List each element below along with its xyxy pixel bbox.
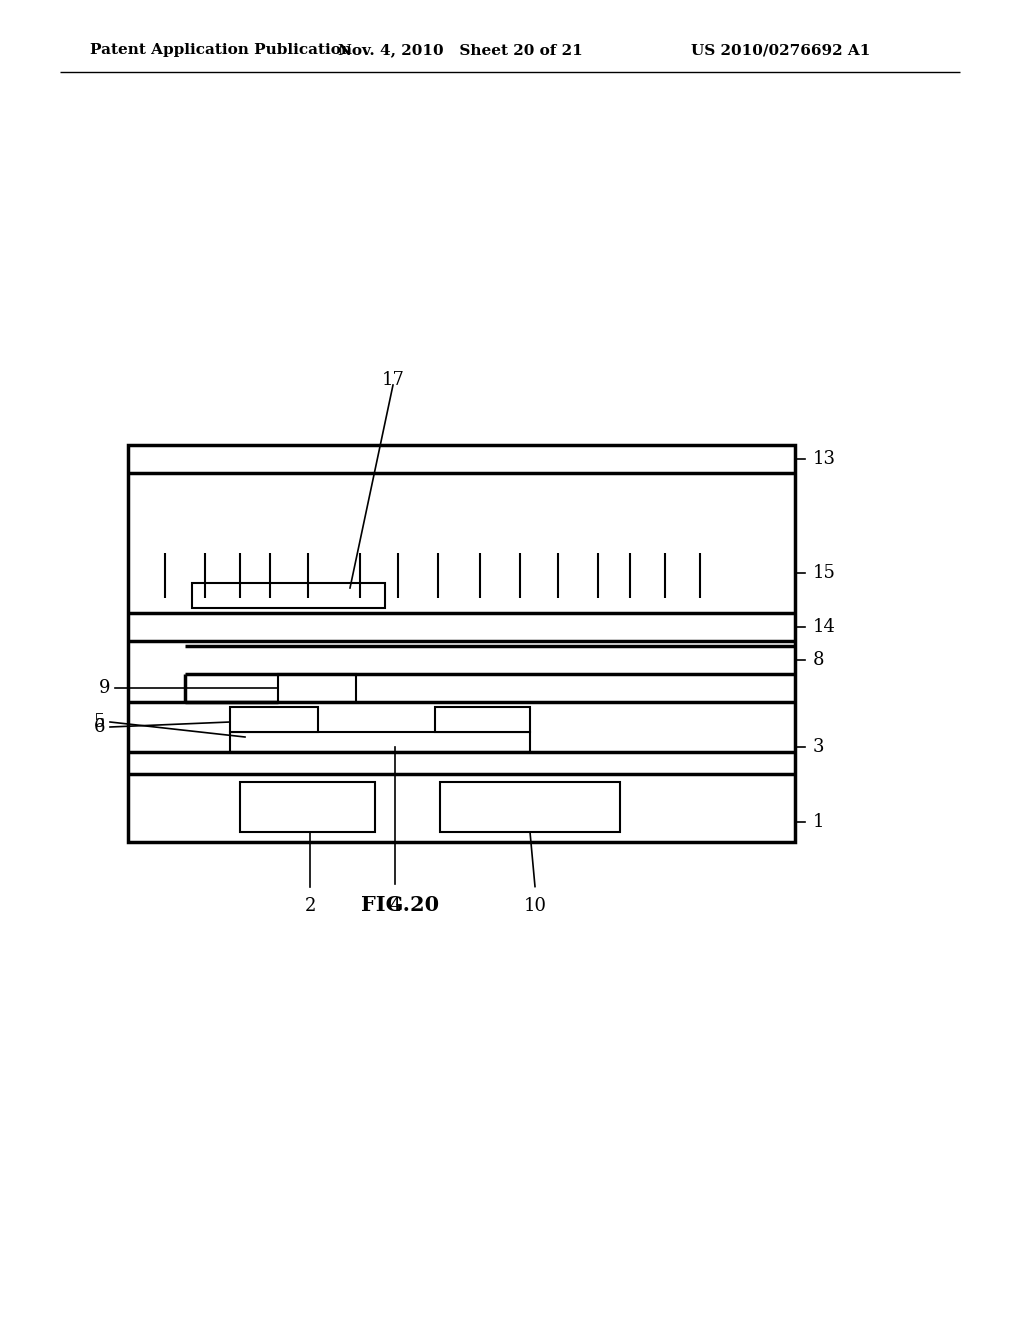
Text: Patent Application Publication: Patent Application Publication	[90, 44, 352, 57]
Text: 5: 5	[93, 713, 105, 731]
Text: 17: 17	[382, 371, 404, 389]
Bar	[230, 708, 318, 733]
Text: 3: 3	[813, 738, 824, 756]
Text: 10: 10	[523, 898, 547, 915]
Text: 6: 6	[93, 718, 105, 737]
Text: 1: 1	[813, 813, 824, 832]
Text: Nov. 4, 2010   Sheet 20 of 21: Nov. 4, 2010 Sheet 20 of 21	[338, 44, 583, 57]
Text: 4: 4	[389, 898, 400, 915]
Bar	[440, 781, 620, 832]
Text: 9: 9	[98, 678, 110, 697]
Text: 15: 15	[813, 564, 836, 582]
Bar	[193, 583, 385, 609]
Text: 8: 8	[813, 651, 824, 669]
Bar	[128, 445, 795, 842]
Text: 2: 2	[304, 898, 315, 915]
Bar	[435, 708, 530, 733]
Text: US 2010/0276692 A1: US 2010/0276692 A1	[690, 44, 870, 57]
Bar	[230, 733, 530, 752]
Text: 13: 13	[813, 450, 836, 469]
Text: 14: 14	[813, 618, 836, 636]
Bar	[240, 781, 375, 832]
Bar	[278, 675, 356, 702]
Text: FIG.20: FIG.20	[360, 895, 439, 915]
